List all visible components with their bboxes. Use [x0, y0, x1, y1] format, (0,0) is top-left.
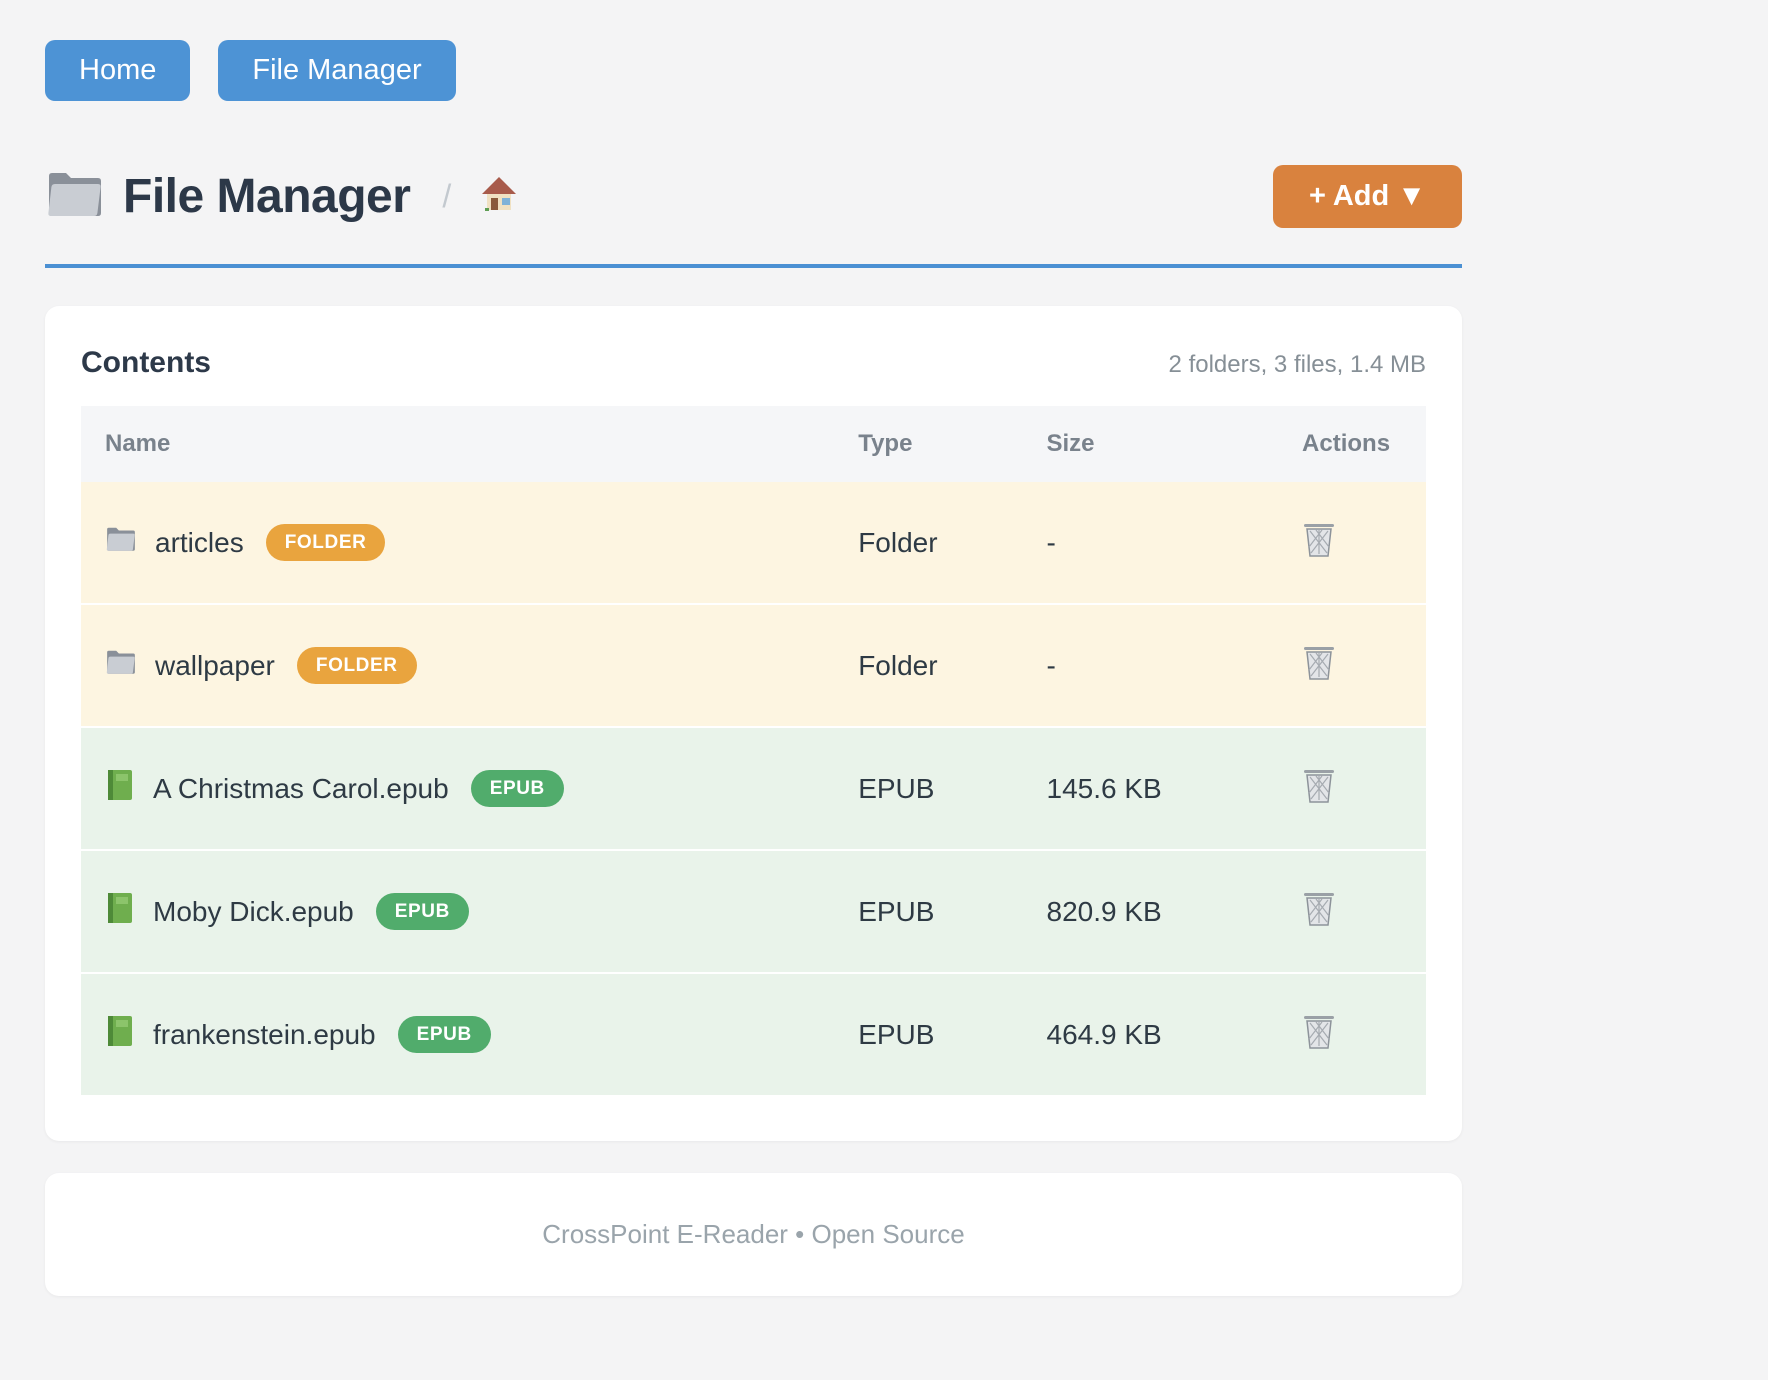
file-type: Folder	[834, 482, 1023, 605]
title-wrap: File Manager /	[45, 168, 1273, 225]
file-type: Folder	[834, 604, 1023, 728]
delete-button[interactable]	[1302, 643, 1336, 684]
delete-button[interactable]	[1302, 520, 1336, 561]
file-size: 145.6 KB	[1022, 727, 1279, 851]
table-row-frankenstein[interactable]: frankenstein.epub EPUB EPUB 464.9 KB	[81, 973, 1426, 1097]
header-divider	[45, 264, 1462, 268]
home-button[interactable]: Home	[45, 40, 191, 101]
file-size: -	[1022, 604, 1279, 728]
column-header-size: Size	[1022, 406, 1279, 482]
delete-button[interactable]	[1302, 1012, 1336, 1053]
trash-icon	[1302, 520, 1336, 561]
breadcrumb-separator: /	[442, 178, 452, 214]
delete-button[interactable]	[1302, 766, 1336, 807]
type-badge: FOLDER	[265, 524, 386, 561]
contents-title: Contents	[81, 346, 211, 379]
table-row-moby-dick[interactable]: Moby Dick.epub EPUB EPUB 820.9 KB	[81, 850, 1426, 974]
file-size: 820.9 KB	[1022, 850, 1279, 974]
table-row-articles[interactable]: articles FOLDER Folder -	[81, 482, 1426, 605]
file-name[interactable]: wallpaper	[155, 649, 275, 681]
contents-card-header: Contents 2 folders, 3 files, 1.4 MB	[81, 346, 1426, 380]
delete-button[interactable]	[1302, 889, 1336, 930]
folder-icon	[105, 525, 137, 560]
file-table: Name Type Size Actions articles FOLDER	[81, 406, 1426, 1097]
table-row-christmas-carol[interactable]: A Christmas Carol.epub EPUB EPUB 145.6 K…	[81, 727, 1426, 851]
trash-icon	[1302, 1012, 1336, 1053]
type-badge: FOLDER	[296, 647, 417, 684]
file-size: -	[1022, 482, 1279, 605]
file-name[interactable]: frankenstein.epub	[153, 1018, 376, 1050]
footer-text: CrossPoint E-Reader • Open Source	[542, 1219, 965, 1249]
contents-summary: 2 folders, 3 files, 1.4 MB	[1168, 351, 1426, 378]
book-icon	[105, 768, 135, 809]
trash-icon	[1302, 643, 1336, 684]
folder-icon	[45, 168, 105, 225]
file-manager-button[interactable]: File Manager	[218, 40, 456, 101]
folder-icon	[105, 648, 137, 683]
page-container: Home File Manager File Manager /	[45, 0, 1462, 1296]
column-header-type: Type	[834, 406, 1023, 482]
top-navigation: Home File Manager	[45, 0, 1462, 101]
file-name[interactable]: Moby Dick.epub	[153, 895, 354, 927]
file-name[interactable]: A Christmas Carol.epub	[153, 772, 449, 804]
type-badge: EPUB	[375, 893, 469, 930]
type-badge: EPUB	[470, 770, 564, 807]
file-type: EPUB	[834, 727, 1023, 851]
contents-card: Contents 2 folders, 3 files, 1.4 MB Name…	[45, 306, 1462, 1141]
file-table-header: Name Type Size Actions	[81, 406, 1426, 482]
book-icon	[105, 1014, 135, 1055]
footer-card: CrossPoint E-Reader • Open Source	[45, 1173, 1462, 1296]
page-title: File Manager	[123, 170, 411, 223]
house-icon	[479, 174, 519, 219]
table-row-wallpaper[interactable]: wallpaper FOLDER Folder -	[81, 604, 1426, 728]
trash-icon	[1302, 766, 1336, 807]
file-type: EPUB	[834, 850, 1023, 974]
file-type: EPUB	[834, 973, 1023, 1097]
column-header-name: Name	[81, 406, 835, 482]
trash-icon	[1302, 889, 1336, 930]
column-header-actions: Actions	[1278, 406, 1426, 482]
breadcrumb-home[interactable]	[479, 174, 519, 219]
book-icon	[105, 891, 135, 932]
page-header: File Manager / + Add ▼	[45, 165, 1462, 228]
file-name[interactable]: articles	[155, 526, 244, 558]
file-size: 464.9 KB	[1022, 973, 1279, 1097]
type-badge: EPUB	[397, 1016, 491, 1053]
add-button[interactable]: + Add ▼	[1272, 165, 1462, 228]
